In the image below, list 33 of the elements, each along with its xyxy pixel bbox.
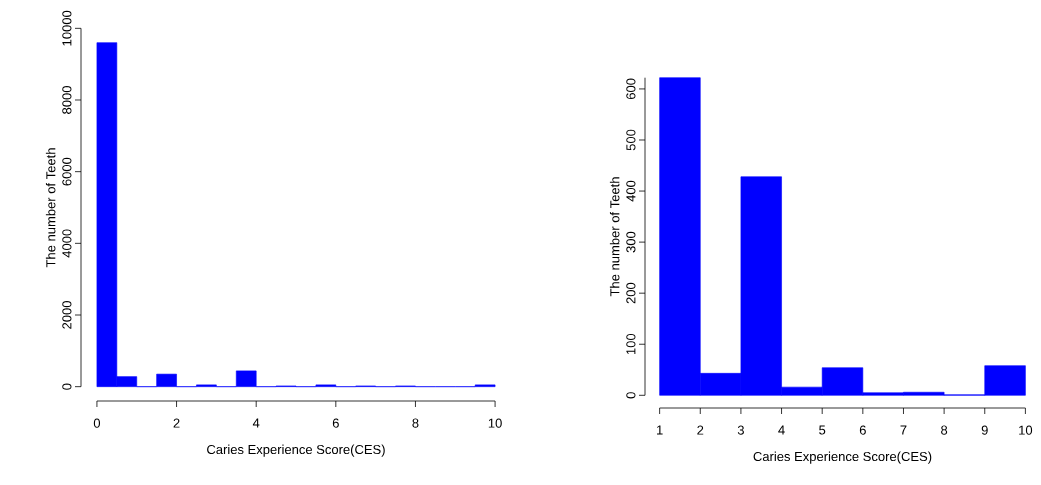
x-axis-title: Caries Experience Score(CES): [753, 451, 932, 464]
x-axis-title: Caries Experience Score(CES): [207, 444, 385, 457]
x-tick-label: 7: [900, 425, 907, 435]
y-tick-label: 0: [62, 383, 72, 390]
x-tick-label: 6: [332, 418, 339, 428]
y-tick-label: 600: [626, 78, 636, 100]
y-tick-label: 400: [626, 180, 636, 202]
x-tick-label: 4: [778, 425, 785, 435]
x-tick-label: 4: [252, 418, 260, 428]
x-tick-label: 2: [697, 425, 704, 435]
x-tick-label: 10: [1019, 425, 1033, 435]
x-tick-label: 5: [819, 425, 826, 435]
x-tick-label: 8: [412, 418, 419, 428]
x-tick-label: 3: [737, 425, 744, 435]
x-tick-label: 1: [657, 425, 663, 435]
y-tick-label: 8000: [62, 86, 72, 114]
y-tick-label: 4000: [62, 229, 72, 258]
x-tick-label: 6: [859, 425, 866, 435]
y-tick-label: 10000: [62, 10, 72, 46]
y-tick-label: 0: [626, 392, 636, 399]
y-tick-label: 300: [626, 231, 636, 253]
y-axis-title: The number of Teeth: [609, 177, 620, 297]
y-tick-label: 200: [626, 282, 636, 304]
y-tick-label: 6000: [62, 157, 72, 186]
x-tick-label: 0: [93, 418, 101, 428]
y-tick-label: 100: [626, 333, 636, 355]
y-tick-label: 500: [626, 129, 636, 151]
x-tick-label: 8: [941, 425, 948, 435]
y-axis-title: The number of Teeth: [45, 148, 56, 268]
x-tick-label: 2: [173, 418, 180, 428]
y-tick-label: 2000: [62, 301, 72, 329]
x-tick-label: 10: [488, 418, 502, 428]
x-tick-label: 9: [981, 425, 988, 435]
